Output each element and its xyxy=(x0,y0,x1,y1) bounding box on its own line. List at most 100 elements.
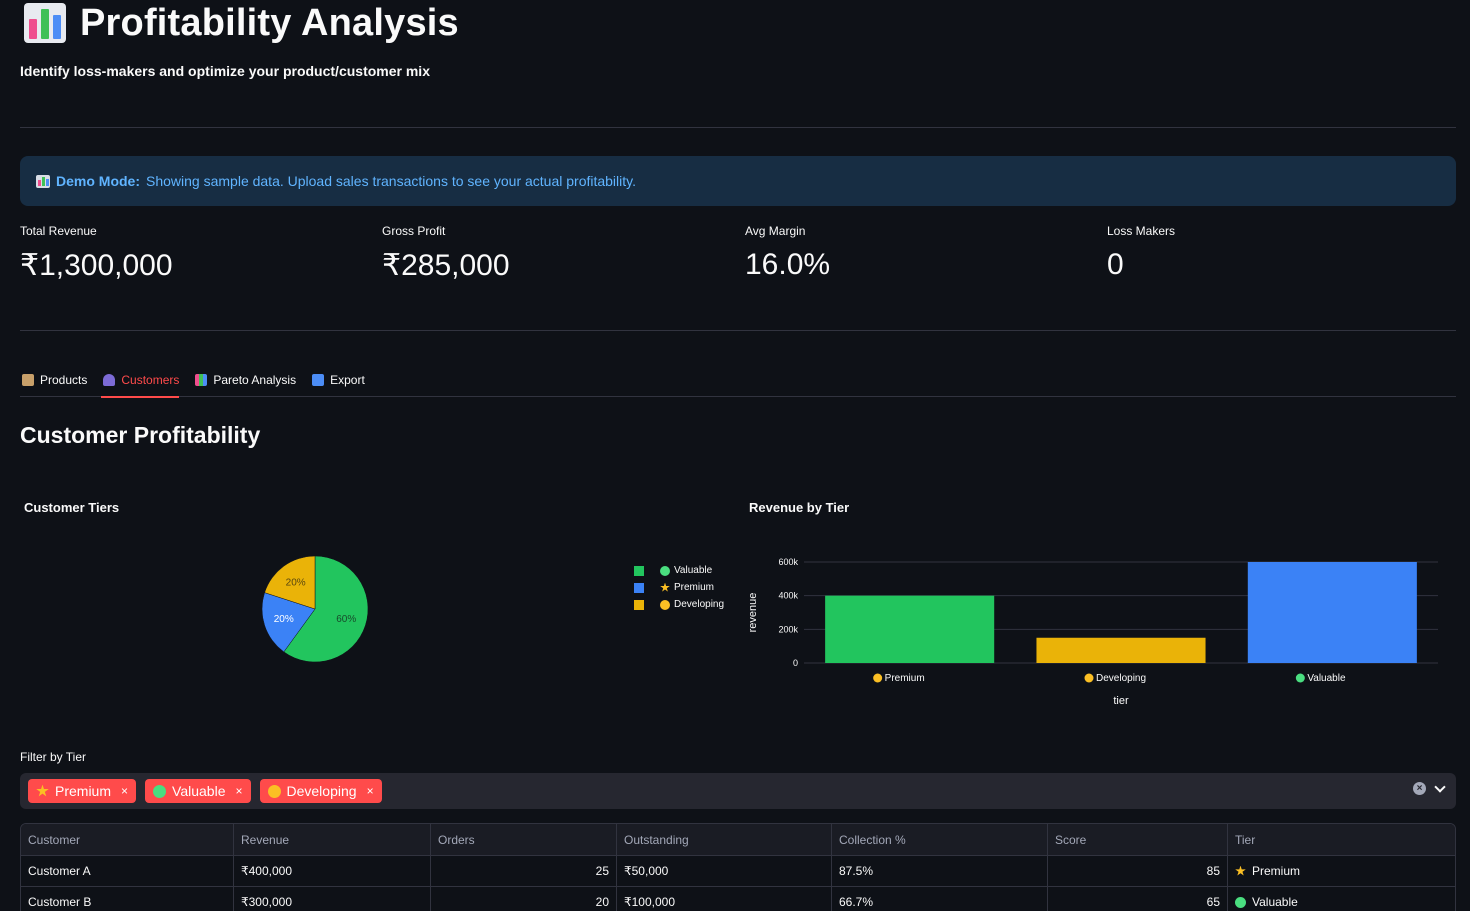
y-axis-label: revenue xyxy=(747,593,759,633)
metric-label: Loss Makers xyxy=(1107,224,1176,238)
metric-label: Avg Margin xyxy=(745,224,806,238)
filter-label: Filter by Tier xyxy=(20,750,87,764)
people-icon xyxy=(103,373,116,386)
metric-avg-margin: Avg Margin 16.0% xyxy=(745,224,830,282)
green-circle-icon xyxy=(1295,673,1305,683)
outbox-icon xyxy=(312,373,325,386)
page-subtitle: Identify loss-makers and optimize your p… xyxy=(20,63,430,79)
tab-export[interactable]: Export xyxy=(310,362,379,397)
orange-circle-icon xyxy=(267,784,281,798)
bar-developing[interactable] xyxy=(1036,637,1206,663)
column-header[interactable]: Tier xyxy=(1235,832,1256,847)
column-header[interactable]: Collection % xyxy=(832,824,1048,855)
y-tick-label: 600k xyxy=(778,557,798,567)
metric-value: 0 xyxy=(1107,248,1124,281)
tier-multiselect[interactable]: Premium × Valuable × Developing × × xyxy=(20,773,1456,809)
cell-revenue: ₹300,000 xyxy=(234,887,431,911)
bar-premium[interactable] xyxy=(825,595,995,663)
metric-value: ₹1,300,000 xyxy=(20,249,173,282)
metric-total-revenue: Total Revenue ₹1,300,000 xyxy=(20,224,173,283)
cell-tier: Premium xyxy=(1228,856,1455,886)
orange-circle-icon xyxy=(1084,673,1094,683)
chevron-down-icon[interactable] xyxy=(1434,780,1446,793)
y-tick-label: 0 xyxy=(793,658,798,668)
chip-label: Premium xyxy=(55,783,112,799)
legend-label: Premium xyxy=(674,582,715,593)
cell-outstanding: ₹50,000 xyxy=(617,856,832,886)
page-header: Profitability Analysis xyxy=(24,0,459,46)
bar-chart-title: Revenue by Tier xyxy=(749,500,850,515)
cell-orders: 20 xyxy=(431,887,617,911)
table-row[interactable]: Customer A ₹400,000 25 ₹50,000 87.5% 85 … xyxy=(21,856,1455,887)
chip-remove-icon[interactable]: × xyxy=(366,784,374,798)
cell-customer: Customer A xyxy=(21,856,234,886)
bar-chart-icon xyxy=(36,174,50,188)
bar-chart[interactable]: 0 200k 400k 600k Premium Developing Valuable ti… xyxy=(740,540,1456,720)
active-tab-indicator xyxy=(101,396,180,398)
tab-products[interactable]: Products xyxy=(20,362,101,397)
chip-developing[interactable]: Developing × xyxy=(259,779,382,803)
divider xyxy=(20,127,1456,128)
star-icon xyxy=(1235,865,1246,876)
chip-label: Developing xyxy=(286,783,357,799)
tab-label: Products xyxy=(40,372,88,387)
cell-collection: 87.5% xyxy=(832,856,1048,886)
tab-label: Pareto Analysis xyxy=(213,372,297,387)
x-tick-label: Developing xyxy=(1096,673,1146,684)
column-header[interactable]: Orders xyxy=(431,824,617,855)
bar-chart-icon xyxy=(24,3,66,43)
cell-score: 65 xyxy=(1048,887,1228,911)
column-header[interactable]: Outstanding xyxy=(617,824,832,855)
chip-remove-icon[interactable]: × xyxy=(235,784,243,798)
green-circle-icon xyxy=(153,784,167,798)
x-tick-label: Premium xyxy=(885,673,925,684)
legend-item-valuable[interactable]: Valuable xyxy=(634,562,724,579)
orange-circle-icon xyxy=(660,599,670,610)
banner-text: Showing sample data. Upload sales transa… xyxy=(146,173,637,189)
package-icon xyxy=(22,373,34,386)
pie-slice-label: 60% xyxy=(336,614,356,625)
metric-value: 16.0% xyxy=(745,248,831,281)
column-header[interactable]: Customer xyxy=(21,824,234,855)
legend-label: Valuable xyxy=(674,565,713,576)
cell-revenue: ₹400,000 xyxy=(234,856,431,886)
table-row[interactable]: Customer B ₹300,000 20 ₹100,000 66.7% 65… xyxy=(21,887,1455,911)
y-tick-label: 200k xyxy=(778,624,798,634)
demo-mode-banner: Demo Mode: Showing sample data. Upload s… xyxy=(20,156,1456,206)
green-circle-icon xyxy=(1235,896,1246,908)
page-title: Profitability Analysis xyxy=(80,1,459,44)
x-tick-label: Valuable xyxy=(1307,673,1346,684)
pie-legend: Valuable Premium Developing xyxy=(634,562,724,613)
section-title: Customer Profitability xyxy=(20,422,261,448)
cell-customer: Customer B xyxy=(21,887,234,911)
column-header[interactable]: Revenue xyxy=(234,824,431,855)
star-icon xyxy=(660,582,670,592)
table-header: Customer Revenue Orders Outstanding Coll… xyxy=(21,824,1455,856)
bar-chart-icon xyxy=(195,373,208,386)
metric-value: ₹285,000 xyxy=(382,249,510,282)
column-header[interactable]: Score xyxy=(1048,824,1228,855)
tab-customers[interactable]: Customers xyxy=(101,362,193,398)
bar-valuable[interactable] xyxy=(1247,562,1417,663)
x-axis-label: tier xyxy=(1113,695,1129,707)
tab-pareto-analysis[interactable]: Pareto Analysis xyxy=(193,362,310,397)
multiselect-controls: × xyxy=(1413,780,1446,795)
pie-slice-valuable[interactable] xyxy=(283,555,369,663)
customer-table[interactable]: Customer Revenue Orders Outstanding Coll… xyxy=(20,823,1456,911)
pie-slice-label: 20% xyxy=(274,614,294,625)
pie-slice-premium[interactable] xyxy=(261,592,316,653)
chip-valuable[interactable]: Valuable × xyxy=(145,779,251,803)
tier-label: Valuable xyxy=(1252,895,1298,909)
clear-all-icon[interactable]: × xyxy=(1413,782,1426,795)
metric-gross-profit: Gross Profit ₹285,000 xyxy=(382,224,510,283)
chip-remove-icon[interactable]: × xyxy=(121,784,129,798)
legend-item-developing[interactable]: Developing xyxy=(634,596,724,613)
cell-score: 85 xyxy=(1048,856,1228,886)
chip-premium[interactable]: Premium × xyxy=(28,779,137,803)
tab-bar: Products Customers Pareto Analysis Expor… xyxy=(20,362,1456,398)
pie-slice-developing[interactable] xyxy=(264,555,316,610)
cell-orders: 25 xyxy=(431,856,617,886)
legend-item-premium[interactable]: Premium xyxy=(634,579,724,596)
banner-bold: Demo Mode: xyxy=(56,173,140,189)
pie-chart[interactable]: 60% 20% 20% xyxy=(20,520,730,720)
